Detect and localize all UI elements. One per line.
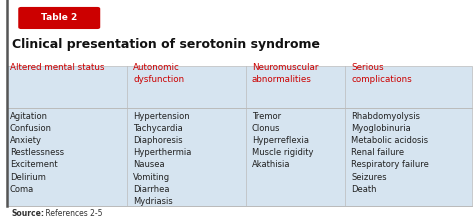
Text: Nausea: Nausea bbox=[133, 160, 165, 169]
Text: Serious
complications: Serious complications bbox=[351, 63, 412, 84]
Text: Hyperthermia: Hyperthermia bbox=[133, 148, 191, 157]
Text: Death: Death bbox=[351, 185, 377, 194]
Text: References 2-5: References 2-5 bbox=[43, 209, 102, 218]
Text: Akathisia: Akathisia bbox=[252, 160, 290, 169]
Text: Hyperreflexia: Hyperreflexia bbox=[252, 136, 309, 145]
Text: Excitement: Excitement bbox=[10, 160, 57, 169]
Text: Table 2: Table 2 bbox=[41, 14, 77, 22]
Text: Hypertension: Hypertension bbox=[133, 112, 190, 121]
Text: Respiratory failure: Respiratory failure bbox=[351, 160, 429, 169]
Text: Diaphoresis: Diaphoresis bbox=[133, 136, 183, 145]
Text: Myoglobinuria: Myoglobinuria bbox=[351, 124, 411, 133]
Bar bbox=[7, 66, 472, 206]
Text: Delirium: Delirium bbox=[10, 173, 46, 182]
Text: Seizures: Seizures bbox=[351, 173, 387, 182]
Text: Altered mental status: Altered mental status bbox=[10, 63, 104, 72]
Text: Muscle rigidity: Muscle rigidity bbox=[252, 148, 313, 157]
Text: Coma: Coma bbox=[10, 185, 34, 194]
Text: Autonomic
dysfunction: Autonomic dysfunction bbox=[133, 63, 184, 84]
Text: Renal failure: Renal failure bbox=[351, 148, 404, 157]
Text: Neuromuscular
abnormalities: Neuromuscular abnormalities bbox=[252, 63, 318, 84]
Text: Tachycardia: Tachycardia bbox=[133, 124, 183, 133]
Text: Confusion: Confusion bbox=[10, 124, 52, 133]
Text: Rhabdomyolysis: Rhabdomyolysis bbox=[351, 112, 420, 121]
Text: Tremor: Tremor bbox=[252, 112, 281, 121]
Text: Restlessness: Restlessness bbox=[10, 148, 64, 157]
Text: Anxiety: Anxiety bbox=[10, 136, 42, 145]
Text: Mydriasis: Mydriasis bbox=[133, 197, 173, 206]
Text: Diarrhea: Diarrhea bbox=[133, 185, 170, 194]
Text: Metabolic acidosis: Metabolic acidosis bbox=[351, 136, 428, 145]
Text: Vomiting: Vomiting bbox=[133, 173, 170, 182]
Text: Agitation: Agitation bbox=[10, 112, 48, 121]
Text: Clinical presentation of serotonin syndrome: Clinical presentation of serotonin syndr… bbox=[12, 38, 320, 51]
Text: Source:: Source: bbox=[12, 209, 45, 218]
Text: Clonus: Clonus bbox=[252, 124, 280, 133]
FancyBboxPatch shape bbox=[19, 8, 100, 28]
